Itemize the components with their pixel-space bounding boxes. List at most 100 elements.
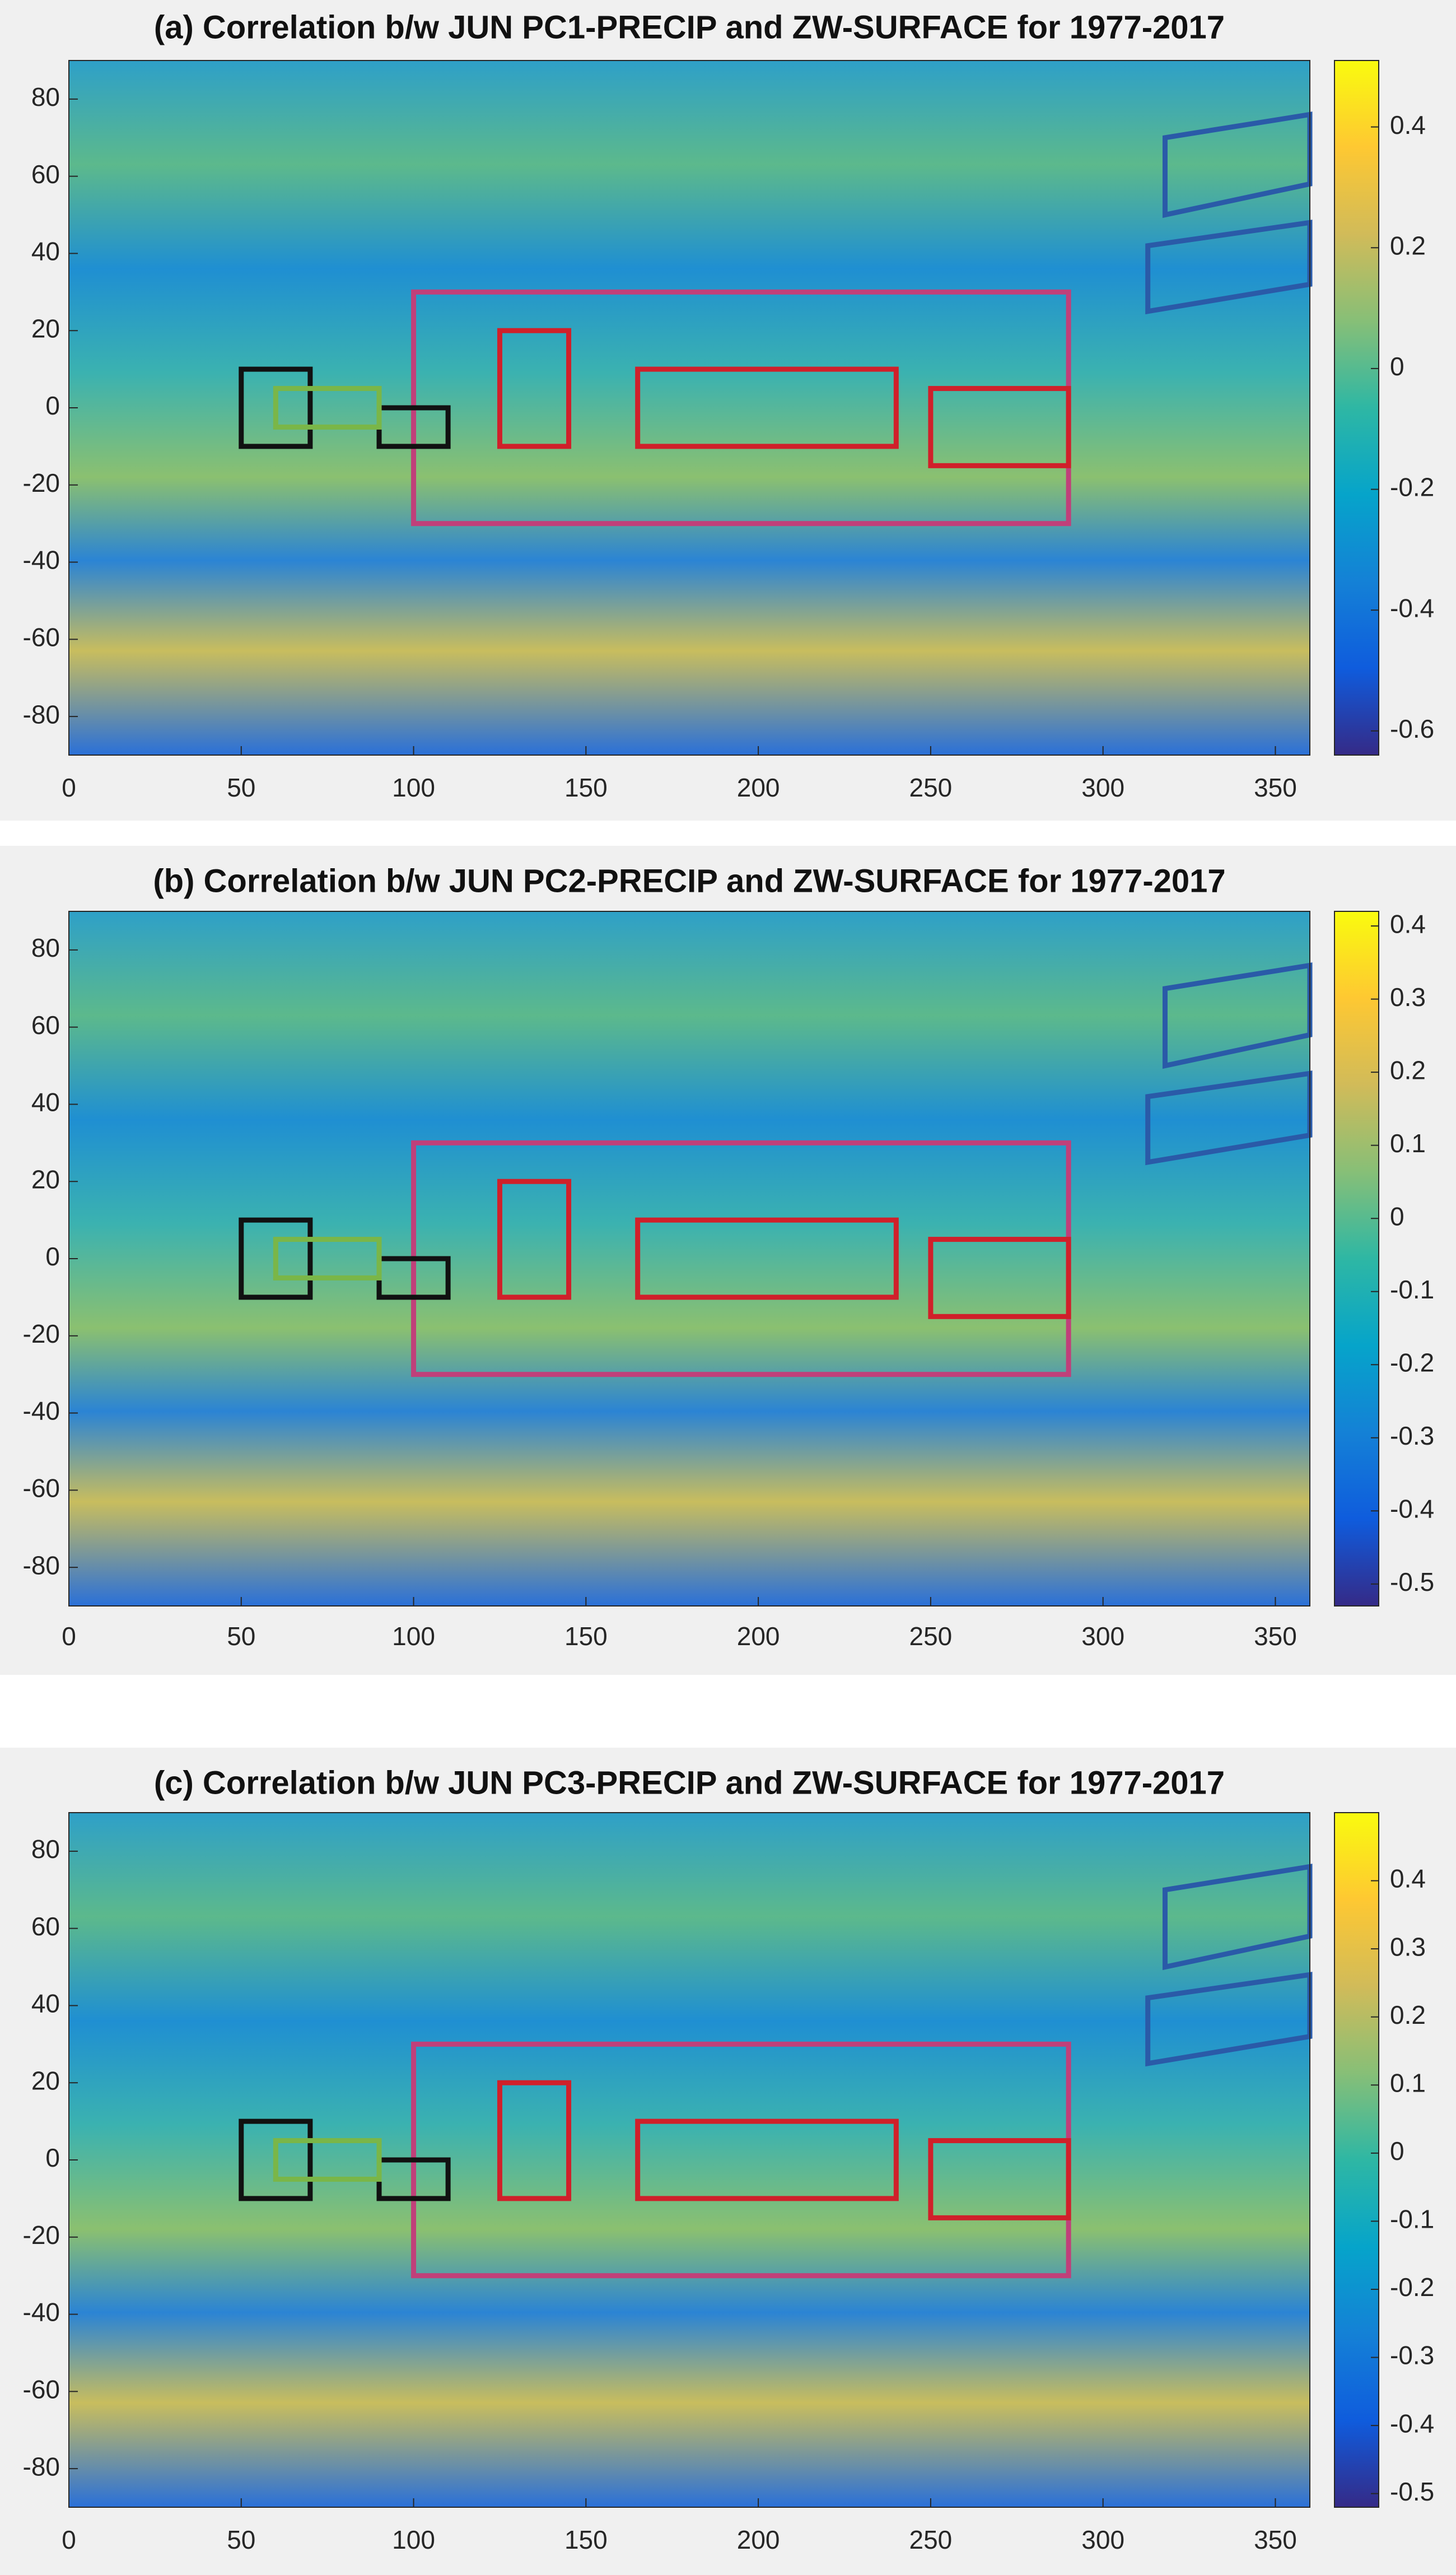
map-field [69,1813,1310,2507]
x-tick-label: 200 [737,1622,780,1651]
x-tick-label: 250 [909,773,953,802]
colorbar-tick-label: -0.4 [1390,2409,1434,2438]
colorbar-tick-label: -0.5 [1390,1567,1434,1596]
colorbar-tick-label: -0.2 [1390,2273,1434,2302]
colorbar [1334,1812,1379,2508]
y-tick-label: -60 [23,1473,60,1502]
y-tick-label: 20 [31,1165,60,1194]
y-tick-label: 40 [31,237,60,266]
colorbar-tick-label: -0.4 [1390,1494,1434,1523]
y-tick-label: -20 [23,2220,60,2250]
panel: (a) Correlation b/w JUN PC1-PRECIP and Z… [0,0,1456,821]
y-tick-label: -80 [23,700,60,729]
colorbar-tick-label: 0 [1390,1202,1404,1231]
y-tick-label: 60 [31,160,60,189]
y-tick-label: 0 [45,391,60,420]
y-tick-label: -80 [23,2452,60,2481]
region-box [273,1237,382,1280]
x-tick-label: 350 [1254,1622,1297,1651]
x-tick-label: 250 [909,2525,953,2554]
colorbar [1334,60,1379,756]
y-tick-label: 80 [31,82,60,111]
colorbar-tick-label: 0 [1390,352,1404,381]
y-tick-label: 20 [31,2066,60,2095]
x-tick-label: 200 [737,773,780,802]
x-tick-label: 50 [227,773,255,802]
colorbar-tick-label: 0.1 [1390,2068,1426,2097]
region-box [497,2080,572,2201]
region-box [928,1237,1071,1319]
colorbar-tick-label: -0.3 [1390,2341,1434,2370]
map-field [69,60,1310,755]
colorbar-tick-label: 0.3 [1390,1932,1426,1961]
colorbar-tick-label: 0.4 [1390,909,1426,938]
panel: (c) Correlation b/w JUN PC3-PRECIP and Z… [0,1748,1456,2575]
region-box [497,328,572,449]
x-tick-label: 50 [227,2525,255,2554]
y-tick-label: -40 [23,2298,60,2327]
y-tick-label: 0 [45,1242,60,1271]
colorbar-tick-label: 0.2 [1390,231,1426,260]
y-tick-label: 0 [45,2143,60,2172]
x-tick-label: 50 [227,1622,255,1651]
y-tick-label: 20 [31,314,60,343]
colorbar-tick-label: -0.3 [1390,1421,1434,1450]
region-box [239,1217,313,1300]
x-tick-label: 300 [1081,773,1124,802]
x-tick-label: 300 [1081,1622,1124,1651]
panel: (b) Correlation b/w JUN PC2-PRECIP and Z… [0,846,1456,1675]
y-tick-label: -60 [23,2374,60,2404]
y-tick-label: 60 [31,1912,60,1941]
region-box [239,366,313,449]
region-box [928,386,1071,468]
y-tick-label: -20 [23,468,60,497]
colorbar-tick-label: -0.1 [1390,2205,1434,2234]
y-tick-label: 40 [31,1989,60,2018]
colorbar-tick-label: 0.4 [1390,1864,1426,1893]
x-tick-label: 250 [909,1622,953,1651]
region-box [635,2118,899,2201]
x-tick-label: 0 [62,2525,76,2554]
colorbar-tick-label: -0.6 [1390,714,1434,743]
y-tick-label: -60 [23,622,60,651]
x-tick-label: 150 [564,1622,608,1651]
y-tick-label: 40 [31,1088,60,1117]
x-tick-label: 150 [564,2525,608,2554]
colorbar-tick-label: 0.4 [1390,110,1426,139]
colorbar-tick-label: 0.2 [1390,1055,1426,1084]
region-box [273,386,382,430]
colorbar [1334,911,1379,1607]
chart-title: (a) Correlation b/w JUN PC1-PRECIP and Z… [154,9,1225,45]
y-tick-label: -20 [23,1319,60,1348]
x-tick-label: 350 [1254,773,1297,802]
colorbar-tick-label: -0.5 [1390,2477,1434,2506]
colorbar-tick-label: -0.2 [1390,1348,1434,1377]
region-box [497,1179,572,1300]
map-field [69,911,1310,1606]
x-tick-label: 0 [62,1622,76,1651]
colorbar-tick-label: -0.4 [1390,593,1434,622]
colorbar-tick-label: 0.2 [1390,2000,1426,2029]
colorbar-tick-label: 0.1 [1390,1129,1426,1158]
y-tick-label: 80 [31,933,60,962]
chart-title: (b) Correlation b/w JUN PC2-PRECIP and Z… [153,863,1225,899]
region-box [635,1217,899,1300]
x-tick-label: 100 [392,2525,435,2554]
y-tick-label: -40 [23,546,60,575]
x-tick-label: 300 [1081,2525,1124,2554]
x-tick-label: 100 [392,773,435,802]
x-tick-label: 0 [62,773,76,802]
y-tick-label: 60 [31,1011,60,1040]
chart-title: (c) Correlation b/w JUN PC3-PRECIP and Z… [154,1764,1225,1801]
x-tick-label: 350 [1254,2525,1297,2554]
x-tick-label: 200 [737,2525,780,2554]
region-box [928,2138,1071,2220]
colorbar-tick-label: 0 [1390,2136,1404,2166]
colorbar-tick-label: -0.1 [1390,1275,1434,1304]
colorbar-tick-label: -0.2 [1390,473,1434,502]
region-box [635,366,899,449]
region-box [273,2138,382,2182]
y-tick-label: 80 [31,1834,60,1864]
